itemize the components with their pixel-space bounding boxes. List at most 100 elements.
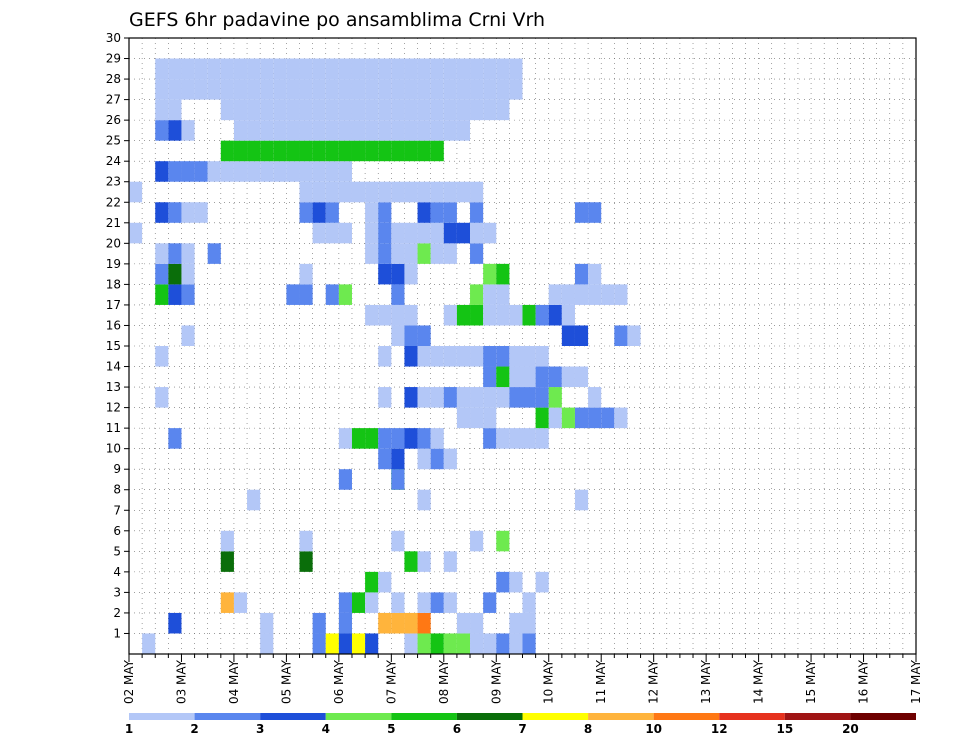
heatmap-cell [404, 222, 418, 244]
heatmap-cell [430, 428, 444, 449]
grid-lines [129, 38, 916, 654]
heatmap-cell [456, 58, 471, 80]
heatmap-cell [391, 530, 405, 552]
heatmap-cell [483, 304, 497, 326]
heatmap-cell [351, 99, 366, 121]
heatmap-cell [614, 284, 628, 305]
heatmap-cell [443, 592, 457, 613]
heatmap-cell [456, 346, 471, 367]
heatmap-cell [378, 222, 392, 244]
x-tick-label: 11 MAY [594, 659, 608, 704]
heatmap-cell [522, 387, 536, 408]
heatmap-cell [378, 202, 392, 223]
heatmap-cell [378, 448, 392, 470]
heatmap-cell [509, 79, 523, 100]
heatmap-cell [430, 181, 444, 203]
heatmap-cell [260, 612, 274, 634]
heatmap-cell [574, 284, 589, 305]
heatmap-cell [443, 448, 457, 470]
heatmap-cell [391, 612, 405, 634]
heatmap-cell [338, 58, 352, 80]
heatmap-cell [142, 633, 156, 654]
heatmap-cell [273, 161, 287, 182]
y-tick-label: 3 [113, 585, 121, 599]
heatmap-cell [430, 243, 444, 264]
heatmap-cell [207, 79, 221, 100]
y-tick-label: 21 [106, 216, 121, 230]
heatmap-cell [260, 79, 274, 100]
heatmap-cell [378, 263, 392, 285]
heatmap-cell [312, 58, 326, 80]
heatmap-cell [483, 79, 497, 100]
y-tick-label: 29 [106, 52, 121, 66]
heatmap-cell [470, 202, 484, 223]
heatmap-cell [155, 284, 169, 305]
heatmap-cell [378, 612, 392, 634]
heatmap-cell [286, 79, 300, 100]
heatmap-cell [220, 99, 234, 121]
heatmap-cell [312, 633, 326, 654]
heatmap-cell [220, 592, 234, 613]
heatmap-cell [548, 387, 562, 408]
heatmap-cell [470, 58, 484, 80]
heatmap-cell [299, 284, 313, 305]
heatmap-cell [417, 120, 431, 141]
heatmap-cell [338, 161, 352, 182]
heatmap-cell [312, 79, 326, 100]
heatmap-cell [325, 202, 339, 223]
heatmap-cell [338, 222, 352, 244]
heatmap-cell [496, 304, 510, 326]
heatmap-cell [443, 551, 457, 572]
y-tick-label: 2 [113, 606, 121, 620]
heatmap-cell [168, 263, 182, 285]
x-tick-label: 10 MAY [542, 659, 556, 704]
y-tick-label: 23 [106, 175, 121, 189]
heatmap-cells [129, 58, 641, 654]
heatmap-cell [509, 346, 523, 367]
heatmap-cell [522, 346, 536, 367]
heatmap-cell [247, 120, 261, 141]
heatmap-cell [456, 79, 471, 100]
heatmap-cell [535, 428, 549, 449]
colorbar-label: 4 [322, 722, 330, 736]
heatmap-cell [470, 99, 484, 121]
heatmap-cell [483, 222, 497, 244]
colorbar-label: 3 [256, 722, 264, 736]
heatmap-cell [614, 325, 628, 346]
heatmap-cell [286, 140, 300, 162]
heatmap-cell [338, 284, 352, 305]
heatmap-cell [194, 79, 208, 100]
heatmap-cell [273, 99, 287, 121]
heatmap-cell [391, 99, 405, 121]
x-tick-label: 04 MAY [227, 659, 241, 704]
heatmap-cell [351, 120, 366, 141]
colorbar-label: 1 [125, 722, 133, 736]
heatmap-cell [338, 140, 352, 162]
heatmap-cell [391, 592, 405, 613]
heatmap-cell [168, 79, 182, 100]
heatmap-cell [338, 428, 352, 449]
heatmap-cell [404, 387, 418, 408]
heatmap-cell [404, 243, 418, 264]
chart-title: GEFS 6hr padavine po ansamblima Crni Vrh [129, 9, 545, 31]
heatmap-cell [483, 263, 497, 285]
heatmap-cell [561, 284, 575, 305]
y-tick-label: 4 [113, 565, 121, 579]
heatmap-cell [338, 612, 352, 634]
heatmap-cell [312, 612, 326, 634]
x-tick-label: 15 MAY [804, 659, 818, 704]
heatmap-cell [391, 284, 405, 305]
heatmap-cell [483, 407, 497, 429]
heatmap-cell [404, 633, 418, 654]
heatmap-cell [299, 181, 313, 203]
heatmap-cell [365, 181, 379, 203]
heatmap-cell [325, 222, 339, 244]
heatmap-cell [601, 284, 615, 305]
heatmap-cell [470, 346, 484, 367]
x-tick-label: 16 MAY [857, 659, 871, 704]
heatmap-cell [220, 140, 234, 162]
y-tick-label: 20 [106, 236, 121, 250]
heatmap-cell [509, 366, 523, 388]
heatmap-cell [535, 407, 549, 429]
heatmap-cell [470, 387, 484, 408]
